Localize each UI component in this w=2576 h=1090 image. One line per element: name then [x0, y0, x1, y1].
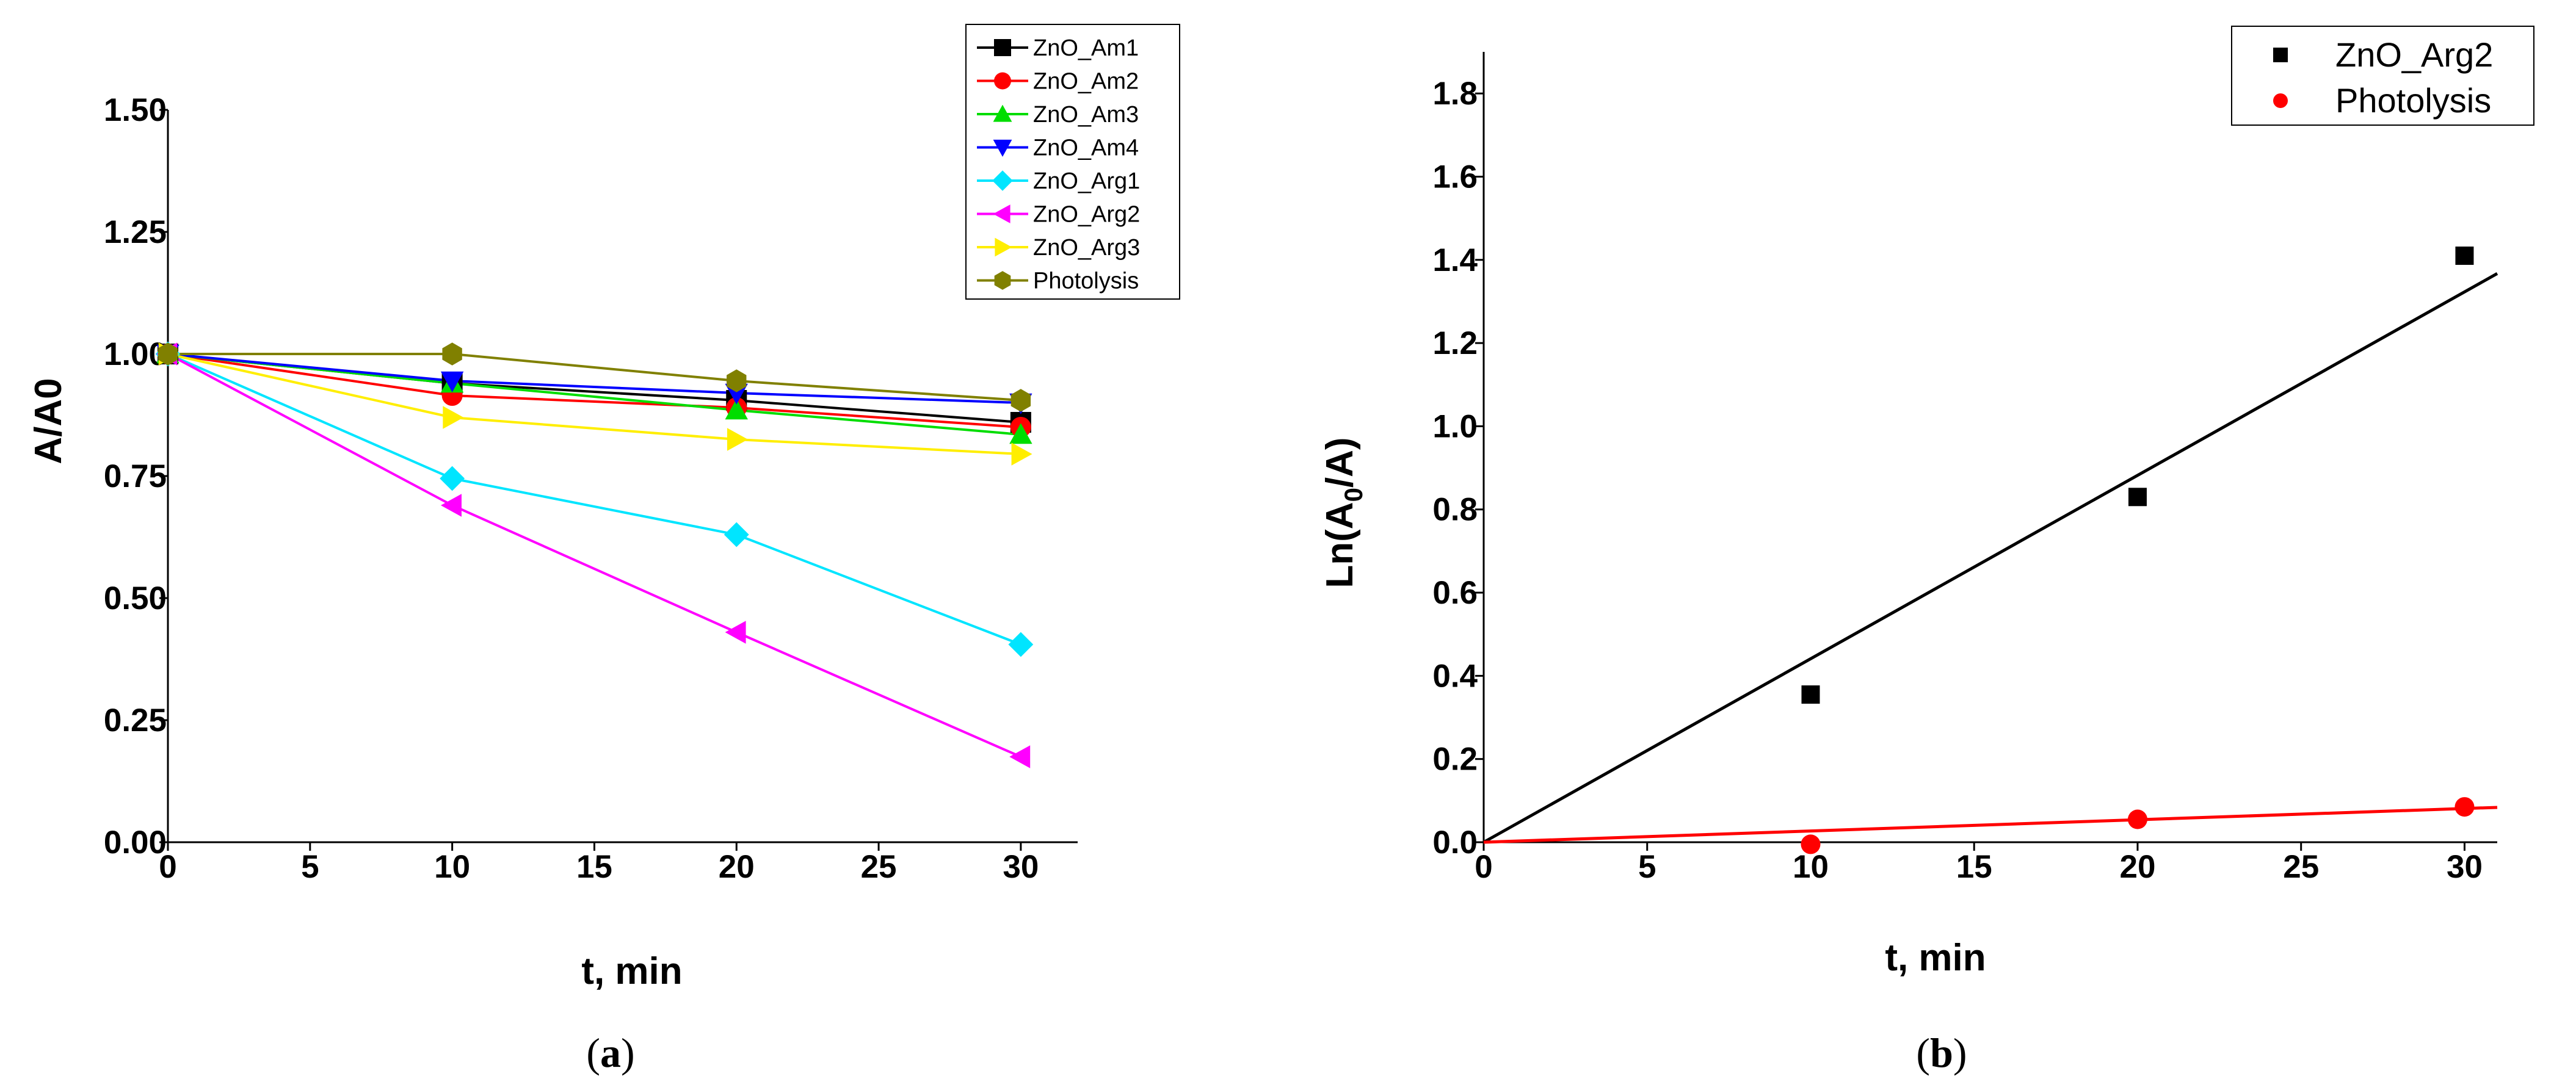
legend-box-b	[2231, 26, 2534, 126]
data-point-Photolysis	[1010, 389, 1031, 412]
data-point-ZnO_Arg1	[440, 466, 465, 491]
legend-marker-ZnO_Am1	[994, 39, 1011, 56]
y-tick-label-a: 0.75	[104, 458, 167, 494]
x-tick-label-a: 15	[576, 849, 612, 885]
panel-label-a: (a)	[586, 1030, 634, 1076]
data-point-ZnO_Arg2	[440, 494, 462, 517]
data-point-ZnO_Am3	[725, 399, 748, 420]
y-tick-label-b: 0.6	[1432, 575, 1478, 611]
legend-label-ZnO_Am1: ZnO_Am1	[1033, 35, 1139, 61]
legend-a: ZnO_Am1 ZnO_Am2 ZnO_Am3 ZnO_Am4 ZnO_Arg1 ZnO_…	[965, 24, 1180, 300]
x-tick-label-b: 25	[2283, 849, 2319, 885]
legend-marker-ZnO_Arg3	[995, 237, 1012, 257]
legend-label-ZnO_Am4: ZnO_Am4	[1033, 135, 1139, 161]
data-point-ZnO_Arg1	[1008, 632, 1034, 657]
y-tick-label-a: 1.25	[104, 214, 167, 250]
y-tick-label-a: 0.25	[104, 702, 167, 738]
x-tick-label-a: 20	[719, 849, 755, 885]
y-tick-label-b: 1.2	[1432, 325, 1478, 361]
data-point-ZnO_Arg2	[2455, 246, 2474, 265]
x-tick-label-b: 30	[2447, 849, 2483, 885]
y-tick-label-b: 1.6	[1432, 159, 1478, 195]
axes-a: 0.000.250.500.751.001.251.500 5 10 15 20 25 30	[104, 92, 1078, 885]
data-point-Photolysis	[727, 369, 747, 392]
x-tick-label-b: 15	[1956, 849, 1992, 885]
series-line-ZnO_Arg2	[167, 353, 1021, 758]
y-axis-title-a: A/A0	[27, 378, 70, 464]
data-point-ZnO_Arg3	[443, 406, 464, 429]
x-tick-label-b: 10	[1793, 849, 1829, 885]
legend-label-Photolysis: Photolysis	[2335, 81, 2491, 120]
panel-label-b: (b)	[1916, 1030, 1967, 1076]
data-point-ZnO_Arg3	[1011, 442, 1032, 466]
fit-lines-b	[1482, 272, 2498, 844]
x-tick-label-a: 30	[1003, 849, 1039, 885]
axes-b: 0.0 0.2 0.4 0.6 0.8 1.0 1.2 1.4 1.6 1.8 0 5 10 15 20 25…	[1432, 52, 2497, 885]
data-point-Photolysis	[2454, 797, 2475, 817]
legend-marker-ZnO_Am3	[993, 104, 1012, 122]
y-tick-label-b: 0.2	[1432, 742, 1478, 778]
chart-panel-b: 0.0 0.2 0.4 0.6 0.8 1.0 1.2 1.4 1.6 1.8 0 5 10 15 20 25…	[1319, 26, 2534, 1076]
x-tick-label-b: 0	[1475, 849, 1492, 885]
data-point-Photolysis	[158, 342, 178, 366]
data-point-ZnO_Am3	[1009, 423, 1032, 444]
y-tick-label-a: 0.00	[104, 825, 167, 861]
legend-marker-Photolysis	[994, 271, 1011, 290]
y-tick-label-b: 1.0	[1432, 408, 1478, 444]
x-tick-label-b: 5	[1638, 849, 1656, 885]
legend-b: ZnO_Arg2 Photolysis	[2231, 26, 2534, 126]
chart-panel-a: 0.000.250.500.751.001.251.500 5 10 15 20 25 30…	[27, 24, 1180, 1076]
y-tick-label-b: 1.4	[1432, 242, 1478, 278]
fit-line-ZnO_Arg2	[1482, 272, 2498, 844]
series-line-ZnO_Arg1	[167, 353, 1021, 646]
legend-marker-ZnO_Am4	[993, 139, 1012, 157]
fit-line-Photolysis	[1483, 806, 2498, 844]
legend-label-ZnO_Arg3: ZnO_Arg3	[1033, 235, 1140, 261]
series-markers-a	[155, 341, 1034, 768]
data-point-ZnO_Arg3	[727, 428, 748, 451]
series-line-Photolysis	[168, 353, 1021, 402]
data-point-Photolysis	[2127, 809, 2147, 829]
x-tick-label-a: 10	[434, 849, 470, 885]
y-tick-label-a: 0.50	[104, 580, 167, 616]
legend-label-ZnO_Arg2: ZnO_Arg2	[2335, 35, 2493, 74]
data-point-ZnO_Arg2	[1801, 685, 1820, 704]
legend-label-ZnO_Am3: ZnO_Am3	[1033, 102, 1139, 128]
series-line-ZnO_Am2	[167, 353, 1021, 428]
series-line-ZnO_Am4	[167, 353, 1021, 404]
legend-label-ZnO_Arg1: ZnO_Arg1	[1033, 168, 1140, 194]
x-tick-label-b: 20	[2119, 849, 2155, 885]
data-point-ZnO_Arg2	[2128, 488, 2147, 507]
series-markers-b	[1801, 246, 2475, 854]
y-tick-label-b: 1.8	[1432, 76, 1478, 112]
legend-label-Photolysis: Photolysis	[1033, 269, 1139, 294]
y-tick-label-b: 0.0	[1432, 825, 1478, 861]
legend-box-a	[965, 24, 1180, 300]
series-lines-a	[167, 353, 1021, 758]
y-tick-label-a: 1.50	[104, 92, 167, 128]
legend-label-ZnO_Arg2: ZnO_Arg2	[1033, 202, 1140, 228]
data-point-ZnO_Arg2	[725, 621, 746, 644]
legend-marker-ZnO_Arg2	[2273, 48, 2288, 62]
legend-marker-ZnO_Arg2	[993, 204, 1010, 223]
data-point-ZnO_Arg1	[724, 522, 749, 547]
y-tick-label-b: 0.8	[1432, 492, 1478, 528]
data-point-Photolysis	[442, 342, 462, 366]
legend-marker-ZnO_Am2	[994, 72, 1011, 90]
y-axis-title-b: Ln(A0/A)	[1319, 437, 1368, 588]
data-point-Photolysis	[1801, 834, 1821, 854]
data-point-ZnO_Am4	[440, 371, 464, 392]
x-axis-title-a: t, min	[581, 950, 682, 992]
legend-marker-Photolysis	[2273, 93, 2288, 108]
series-line-ZnO_Arg3	[167, 353, 1021, 455]
x-axis-title-b: t, min	[1885, 937, 1986, 979]
x-tick-label-a: 5	[301, 849, 319, 885]
data-point-ZnO_Arg2	[1009, 745, 1031, 768]
legend-label-ZnO_Am2: ZnO_Am2	[1033, 69, 1139, 95]
x-tick-label-a: 25	[861, 849, 897, 885]
legend-marker-ZnO_Arg1	[992, 170, 1013, 191]
x-tick-label-a: 0	[159, 849, 176, 885]
y-tick-label-b: 0.4	[1432, 658, 1478, 694]
